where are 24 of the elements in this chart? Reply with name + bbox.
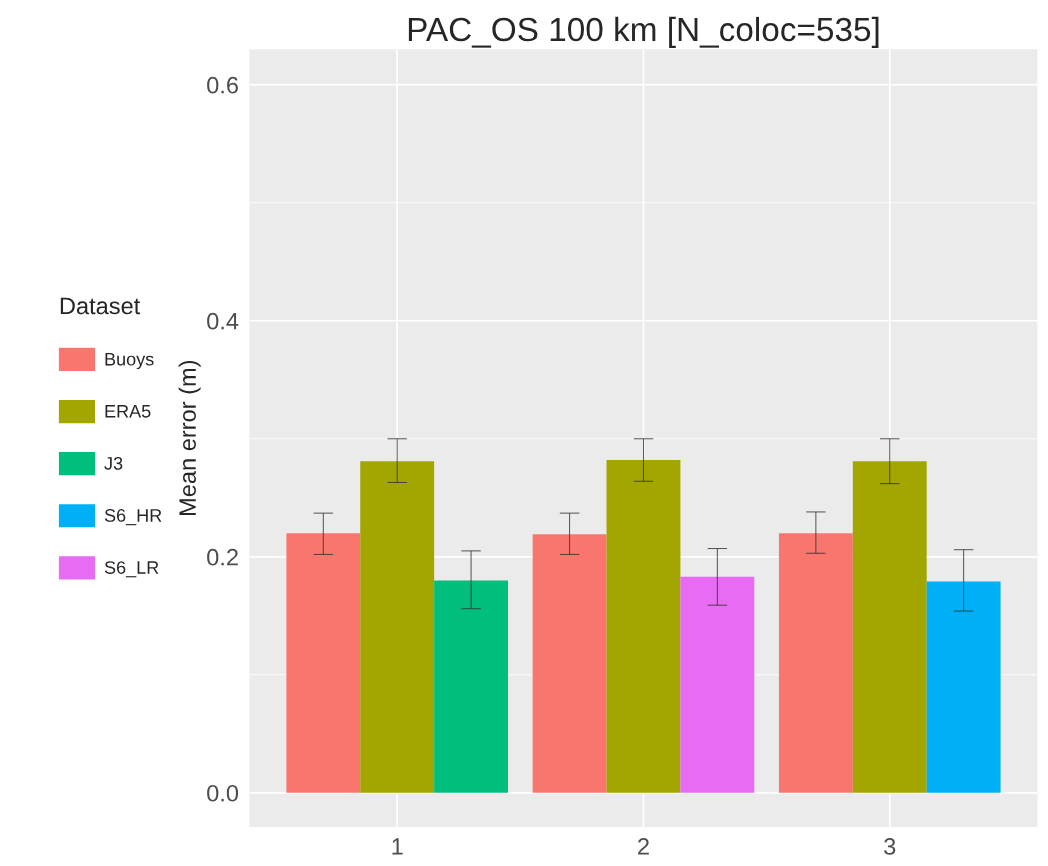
bar [680, 576, 755, 793]
y-axis-title: Mean error (m) [178, 360, 201, 515]
legend-label: Buoys [105, 352, 154, 370]
bar [926, 581, 1001, 793]
x-tick-label: 3 [884, 838, 896, 855]
bar [852, 461, 927, 793]
legend-label: S6_LR [104, 561, 159, 578]
bar [778, 533, 853, 793]
legend-label: S6_HR [104, 509, 162, 526]
bar [286, 533, 361, 793]
x-tick-label: 1 [392, 838, 403, 855]
legend-label: J3 [104, 456, 123, 470]
legend-label: ERA5 [105, 405, 151, 418]
bar [434, 580, 509, 793]
legend-title: Dataset [60, 297, 141, 315]
y-tick-label: 0.2 [207, 548, 238, 566]
bar [532, 534, 607, 793]
chart-title: PAC_OS 100 km [N_coloc=535] [408, 16, 879, 48]
y-tick-label: 0.4 [207, 312, 239, 330]
bar [360, 461, 435, 793]
bar [606, 460, 681, 793]
y-tick-label: 0.0 [207, 784, 239, 802]
y-tick-label: 0.6 [207, 76, 238, 94]
x-tick-label: 2 [638, 838, 649, 855]
